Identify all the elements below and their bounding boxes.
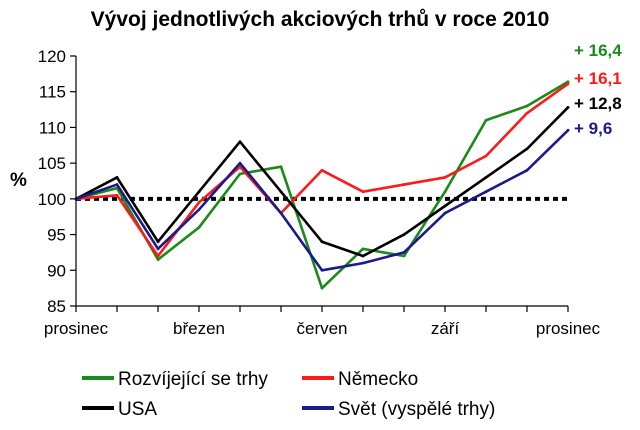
data-point — [320, 268, 324, 272]
data-point — [566, 80, 570, 84]
data-point — [115, 176, 119, 179]
y-tick-label: 105 — [38, 154, 66, 173]
y-axis-label: % — [10, 170, 27, 191]
series-line-0 — [74, 80, 570, 290]
data-point — [484, 118, 488, 122]
data-point — [197, 226, 201, 229]
data-point — [361, 190, 365, 194]
data-point — [443, 190, 447, 194]
data-point — [156, 254, 160, 258]
y-tick-label: 85 — [47, 297, 66, 316]
end-labels: + 16,4 + 16,1 + 12,8 + 9,6 — [574, 41, 622, 138]
data-point — [115, 183, 119, 186]
legend: Rozvíjející se trhy Německo USA Svět (vyspě… — [82, 369, 495, 420]
data-point — [361, 247, 365, 251]
x-tick-label: září — [431, 319, 460, 338]
legend-label: Rozvíjející se trhy — [118, 369, 268, 390]
data-point — [320, 240, 324, 244]
legend-label: Německo — [338, 369, 418, 390]
data-point — [525, 147, 529, 151]
data-point — [238, 140, 242, 144]
data-point — [320, 286, 324, 290]
data-point — [443, 176, 447, 179]
data-point — [566, 82, 570, 86]
data-point — [484, 190, 488, 194]
legend-label: Svět (vyspělé trhy) — [338, 399, 495, 420]
data-point — [402, 254, 406, 258]
end-label: + 12,8 — [574, 94, 622, 113]
data-point — [525, 104, 529, 108]
y-tick-label: 120 — [38, 47, 66, 66]
data-point — [566, 106, 570, 109]
data-point — [402, 251, 406, 254]
data-point — [402, 233, 406, 236]
data-point — [484, 154, 488, 158]
data-point — [525, 111, 529, 115]
x-tick-label: červen — [296, 319, 347, 338]
end-label: + 16,4 — [574, 41, 622, 60]
y-tick-label: 110 — [39, 118, 66, 137]
data-point — [566, 128, 570, 132]
data-point — [320, 168, 324, 172]
y-tick-label: 90 — [47, 261, 66, 280]
y-tick-label: 95 — [47, 226, 66, 245]
data-point — [156, 258, 160, 261]
chart-title: Vývoj jednotlivých akciových trhů v roce… — [91, 8, 550, 31]
series-lines — [74, 80, 570, 290]
data-point — [361, 254, 365, 258]
data-point — [156, 247, 160, 251]
y-tick-label: 100 — [38, 190, 66, 209]
data-point — [156, 240, 160, 244]
data-point — [443, 211, 447, 215]
x-tick-labels: prosinec březen červen září prosinec — [44, 319, 601, 338]
x-tick-label: březen — [173, 319, 225, 338]
legend-label: USA — [118, 399, 157, 420]
data-point — [197, 201, 201, 204]
x-ticks — [75, 306, 569, 312]
data-point — [279, 190, 283, 194]
data-point — [197, 190, 201, 194]
end-label: + 9,6 — [574, 119, 612, 138]
data-point — [279, 165, 283, 169]
y-tick-label: 115 — [39, 83, 66, 102]
data-point — [402, 183, 406, 186]
data-point — [443, 204, 447, 208]
data-point — [115, 193, 119, 197]
data-point — [361, 261, 365, 265]
end-label: + 16,1 — [574, 69, 622, 88]
data-point — [238, 172, 242, 176]
data-point — [279, 211, 283, 215]
y-ticks: 85 90 95 100 105 110 115 120 — [38, 47, 76, 316]
data-point — [525, 168, 529, 172]
data-point — [238, 161, 242, 165]
x-tick-label: prosinec — [44, 319, 109, 338]
x-tick-label: prosinec — [536, 319, 601, 338]
data-point — [484, 176, 488, 179]
data-point — [197, 208, 201, 211]
